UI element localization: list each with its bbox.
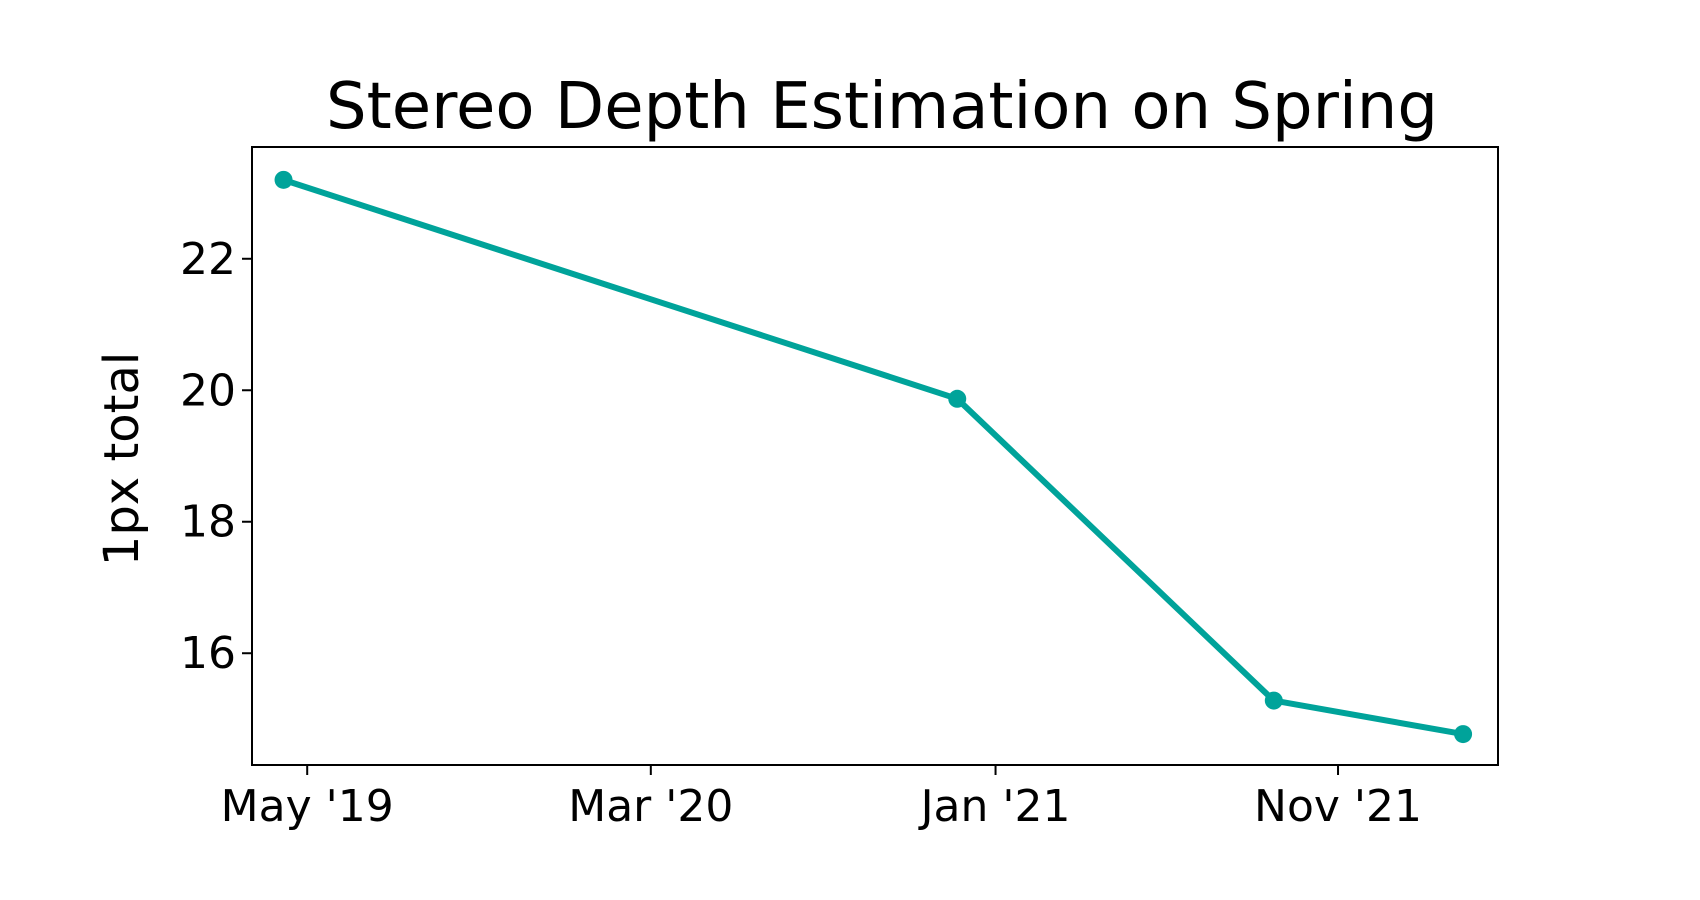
plot-frame <box>251 146 1499 766</box>
y-tick-label-16: 16 <box>180 628 236 679</box>
data-point-3 <box>1454 725 1473 744</box>
series-line-0 <box>280 176 1467 738</box>
data-point-0 <box>274 170 293 189</box>
data-point-1 <box>948 389 967 408</box>
y-tick-label-20: 20 <box>180 365 236 416</box>
y-tick-label-22: 22 <box>180 234 236 285</box>
chart-title: Stereo Depth Estimation on Spring <box>326 70 1438 144</box>
x-tick-label-0: May '19 <box>221 781 394 832</box>
plot-area: 16 18 20 22 May '19 Mar '20 Jan '21 Nov '21 <box>180 146 1499 832</box>
data-point-2 <box>1264 691 1283 710</box>
y-axis-label: 1px total <box>94 352 150 566</box>
x-tick-label-1: Mar '20 <box>568 781 733 832</box>
y-tick-label-18: 18 <box>180 497 236 548</box>
x-tick-label-2: Jan '21 <box>918 781 1071 832</box>
x-tick-label-3: Nov '21 <box>1254 781 1422 832</box>
